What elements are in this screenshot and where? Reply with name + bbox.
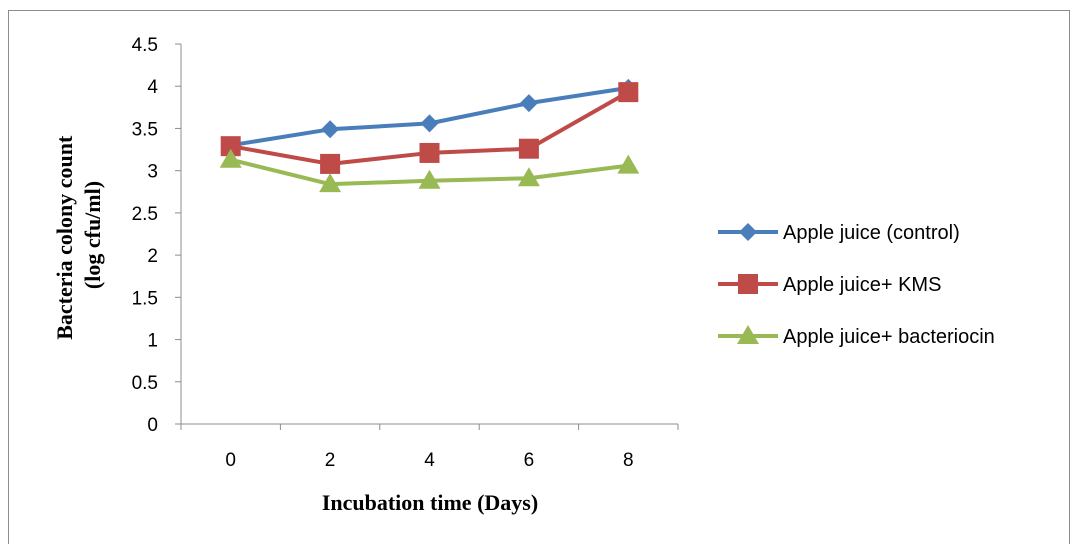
x-tick-label: 4	[424, 450, 435, 471]
legend-label: Apple juice+ bacteriocin	[783, 326, 995, 348]
x-tick-label: 2	[325, 450, 336, 471]
x-tick-labels: 0 2 4 6 8	[225, 450, 633, 471]
data-point	[319, 173, 342, 193]
y-tick-label: 4.5	[132, 35, 158, 56]
y-tick-label: 3	[147, 162, 158, 183]
series-square	[220, 82, 639, 174]
y-tick-label: 1.5	[132, 288, 158, 309]
x-tick-label: 8	[623, 450, 634, 471]
data-point	[617, 154, 640, 174]
y-tick-label: 0	[147, 415, 158, 436]
y-tick-labels: 0 0.5 1 1.5 2 2.5 3 3.5 4 4.5	[132, 35, 159, 436]
y-axis-title-line-1: Bacteria colony count	[52, 135, 77, 340]
y-axis-title: Bacteria colony count (log cfu/ml)	[52, 130, 105, 340]
data-point	[517, 167, 540, 187]
legend-item: Apple juice+ KMS	[718, 274, 941, 296]
y-tick-label: 0.5	[132, 373, 158, 394]
y-tick-label: 3.5	[132, 119, 158, 140]
x-axis-title: Incubation time (Days)	[322, 490, 538, 515]
series-triangle	[219, 148, 640, 193]
legend-label: Apple juice (control)	[783, 222, 960, 244]
y-tick-label: 2.5	[132, 204, 158, 225]
data-point	[321, 120, 340, 139]
legend-swatch-marker	[737, 325, 759, 344]
legend: Apple juice (control) Apple juice+ KMS App…	[718, 222, 995, 348]
legend-item: Apple juice (control)	[718, 222, 960, 244]
x-tick-label: 0	[225, 450, 236, 471]
data-point	[320, 153, 341, 174]
legend-swatch-marker	[738, 274, 758, 294]
data-point	[418, 169, 441, 189]
data-point	[518, 138, 539, 159]
legend-label: Apple juice+ KMS	[783, 274, 941, 296]
chart-frame	[8, 10, 1070, 544]
y-tick-label: 4	[147, 77, 158, 98]
axes	[175, 43, 679, 430]
x-tick-label: 6	[524, 450, 535, 471]
y-tick-label: 1	[147, 331, 158, 352]
data-point	[618, 82, 639, 103]
series-group	[219, 78, 640, 193]
data-point	[420, 114, 439, 133]
data-point	[220, 136, 241, 157]
data-point	[219, 148, 242, 168]
data-point	[419, 142, 440, 163]
y-tick-label: 2	[147, 246, 158, 267]
y-axis-title-line-2: (log cfu/ml)	[80, 181, 105, 289]
legend-item: Apple juice+ bacteriocin	[718, 325, 995, 348]
data-point	[519, 94, 538, 113]
legend-swatch-marker	[739, 223, 757, 241]
